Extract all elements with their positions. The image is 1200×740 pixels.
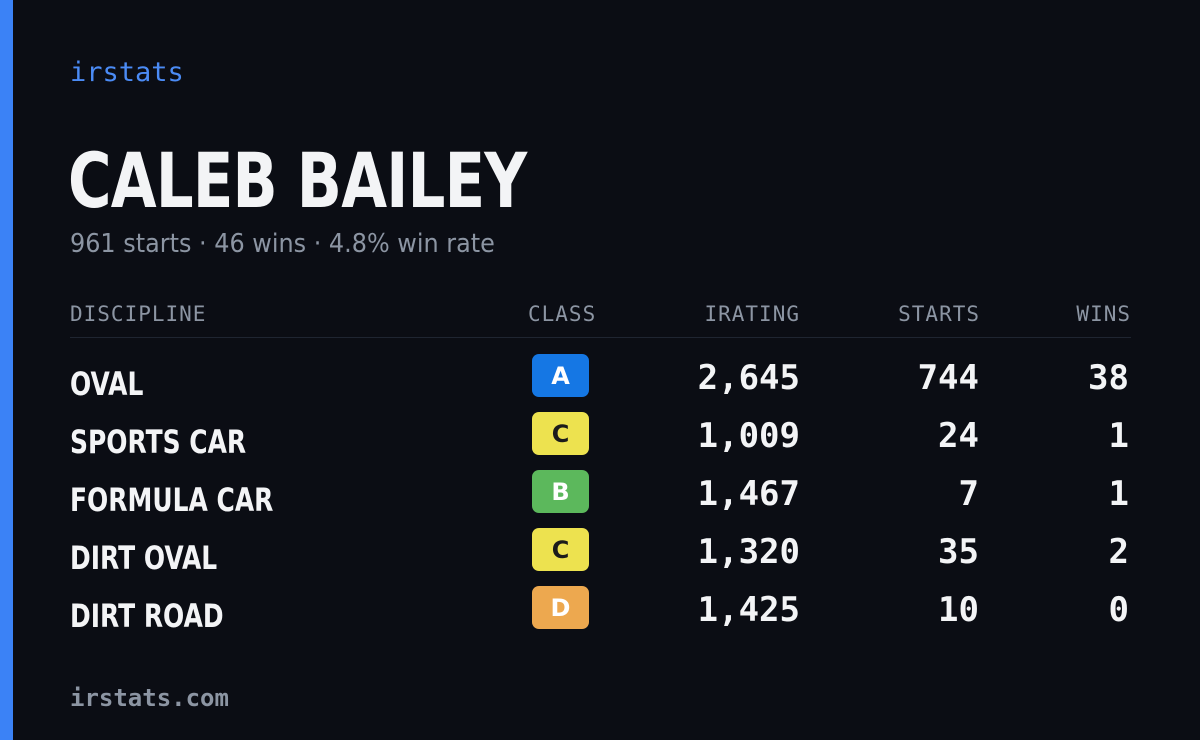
starts-value: 744 [917, 358, 979, 398]
column-header-discipline: DISCIPLINE [70, 302, 207, 326]
table-row: DIRT ROAD D 1,425 10 0 [70, 582, 1131, 640]
irating-value: 1,467 [697, 474, 800, 514]
irating-value: 1,320 [697, 532, 800, 572]
class-badge: D [532, 586, 589, 629]
table-row: DIRT OVAL C 1,320 35 2 [70, 524, 1131, 582]
starts-value: 35 [938, 532, 979, 572]
class-badge: C [532, 412, 589, 455]
class-badge: C [532, 528, 589, 571]
discipline-table: OVAL A 2,645 744 38 SPORTS CAR C 1,009 2… [70, 350, 1131, 640]
irating-value: 2,645 [697, 358, 800, 398]
starts-value: 24 [938, 416, 979, 456]
table-row: FORMULA CAR B 1,467 7 1 [70, 466, 1131, 524]
wins-value: 38 [1088, 358, 1129, 398]
table-header: DISCIPLINE CLASS IRATING STARTS WINS [70, 298, 1131, 330]
discipline-name: FORMULA CAR [70, 481, 274, 519]
discipline-name: OVAL [70, 365, 144, 403]
brand-logo: irstats [70, 57, 184, 88]
discipline-name: SPORTS CAR [70, 423, 247, 461]
class-badge: A [532, 354, 589, 397]
wins-value: 1 [1108, 474, 1129, 514]
irating-value: 1,425 [697, 590, 800, 630]
starts-value: 10 [938, 590, 979, 630]
accent-bar [0, 0, 13, 740]
header-divider [70, 337, 1131, 338]
column-header-starts: STARTS [898, 302, 980, 326]
table-row: SPORTS CAR C 1,009 24 1 [70, 408, 1131, 466]
class-badge: B [532, 470, 589, 513]
starts-value: 7 [958, 474, 979, 514]
column-header-wins: WINS [1076, 302, 1131, 326]
wins-value: 2 [1108, 532, 1129, 572]
discipline-name: DIRT OVAL [70, 539, 218, 577]
discipline-name: DIRT ROAD [70, 597, 224, 635]
wins-value: 0 [1108, 590, 1129, 630]
player-summary: 961 starts · 46 wins · 4.8% win rate [70, 229, 495, 259]
table-row: OVAL A 2,645 744 38 [70, 350, 1131, 408]
column-header-irating: IRATING [704, 302, 800, 326]
irating-value: 1,009 [697, 416, 800, 456]
wins-value: 1 [1108, 416, 1129, 456]
player-name: CALEB BAILEY [68, 136, 527, 225]
column-header-class: CLASS [528, 302, 597, 326]
footer-url[interactable]: irstats.com [70, 684, 229, 712]
